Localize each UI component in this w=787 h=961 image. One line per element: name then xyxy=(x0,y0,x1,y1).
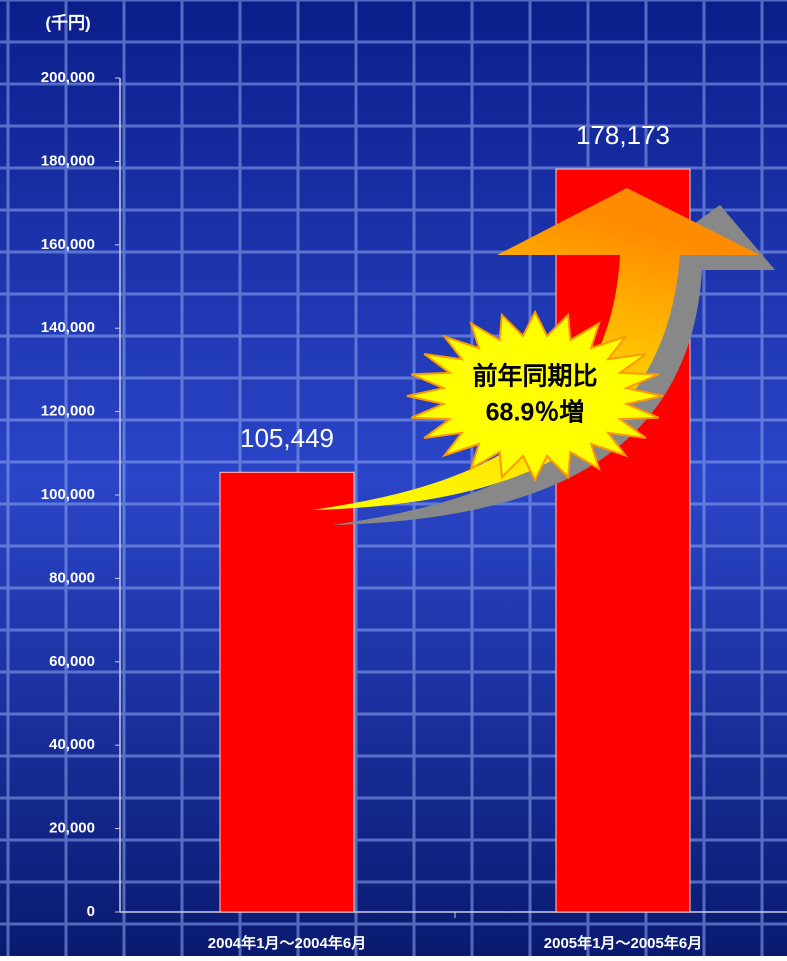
y-tick-label: 40,000 xyxy=(49,736,95,753)
annotation: 前年同期比 xyxy=(472,362,597,391)
starburst xyxy=(406,309,664,483)
growth-arrow xyxy=(312,188,775,525)
y-tick-label: 160,000 xyxy=(41,236,95,253)
value-label: 105,449 xyxy=(240,423,334,453)
y-tick-label: 20,000 xyxy=(49,820,95,837)
bar xyxy=(219,471,355,913)
y-tick-label: 80,000 xyxy=(49,569,95,586)
unit-label: (千円) xyxy=(45,13,90,32)
value-label: 178,173 xyxy=(576,120,670,150)
annotation: 68.9％増 xyxy=(486,398,585,427)
x-tick-label: 2005年1月～2005年6月 xyxy=(544,934,702,952)
y-tick-label: 0 xyxy=(87,903,95,920)
x-tick-label: 2004年1月～2004年6月 xyxy=(208,934,366,952)
y-tick-label: 180,000 xyxy=(41,152,95,169)
y-tick-label: 140,000 xyxy=(41,319,95,336)
y-tick-label: 120,000 xyxy=(41,403,95,420)
y-tick-label: 100,000 xyxy=(41,486,95,503)
y-tick-label: 60,000 xyxy=(49,653,95,670)
y-tick-label: 200,000 xyxy=(41,69,95,86)
